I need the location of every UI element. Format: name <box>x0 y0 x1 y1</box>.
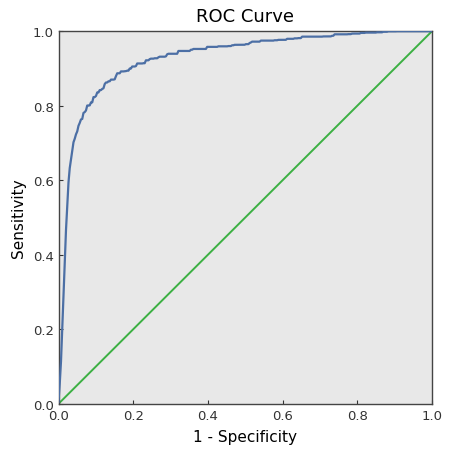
X-axis label: 1 - Specificity: 1 - Specificity <box>193 429 297 444</box>
Title: ROC Curve: ROC Curve <box>196 8 294 27</box>
Y-axis label: Sensitivity: Sensitivity <box>11 178 26 258</box>
